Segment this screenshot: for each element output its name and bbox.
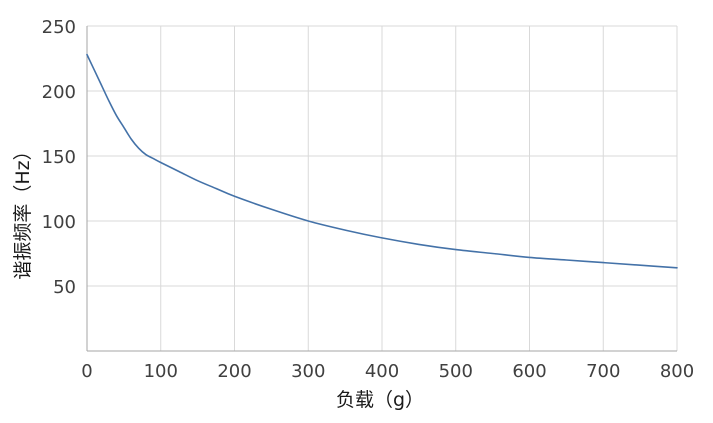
x-tick-label-2: 200 — [217, 361, 251, 382]
y-tick-label-0: 50 — [53, 277, 76, 298]
x-tick-label-8: 800 — [660, 361, 694, 382]
x-axis-title: 负载（g） — [336, 389, 424, 411]
y-tick-labels: 50 100 150 200 250 — [42, 17, 76, 298]
vertical-gridlines — [160, 26, 678, 351]
x-tick-labels: 0 100 200 300 400 500 600 700 800 — [81, 361, 694, 382]
horizontal-gridlines — [87, 25, 677, 287]
y-tick-label-1: 100 — [42, 212, 76, 233]
x-tick-label-6: 600 — [512, 361, 546, 382]
x-tick-label-0: 0 — [81, 361, 92, 382]
y-tick-label-2: 150 — [42, 147, 76, 168]
x-tick-label-4: 400 — [365, 361, 399, 382]
x-tick-label-3: 300 — [291, 361, 325, 382]
x-tick-label-1: 100 — [144, 361, 178, 382]
x-tick-label-5: 500 — [439, 361, 473, 382]
series-group — [86, 53, 678, 269]
y-axis-title: 谐振频率（Hz） — [12, 141, 34, 279]
y-tick-label-3: 200 — [42, 82, 76, 103]
series-line-0 — [86, 53, 678, 269]
y-tick-label-4: 250 — [42, 17, 76, 38]
x-tick-label-7: 700 — [586, 361, 620, 382]
